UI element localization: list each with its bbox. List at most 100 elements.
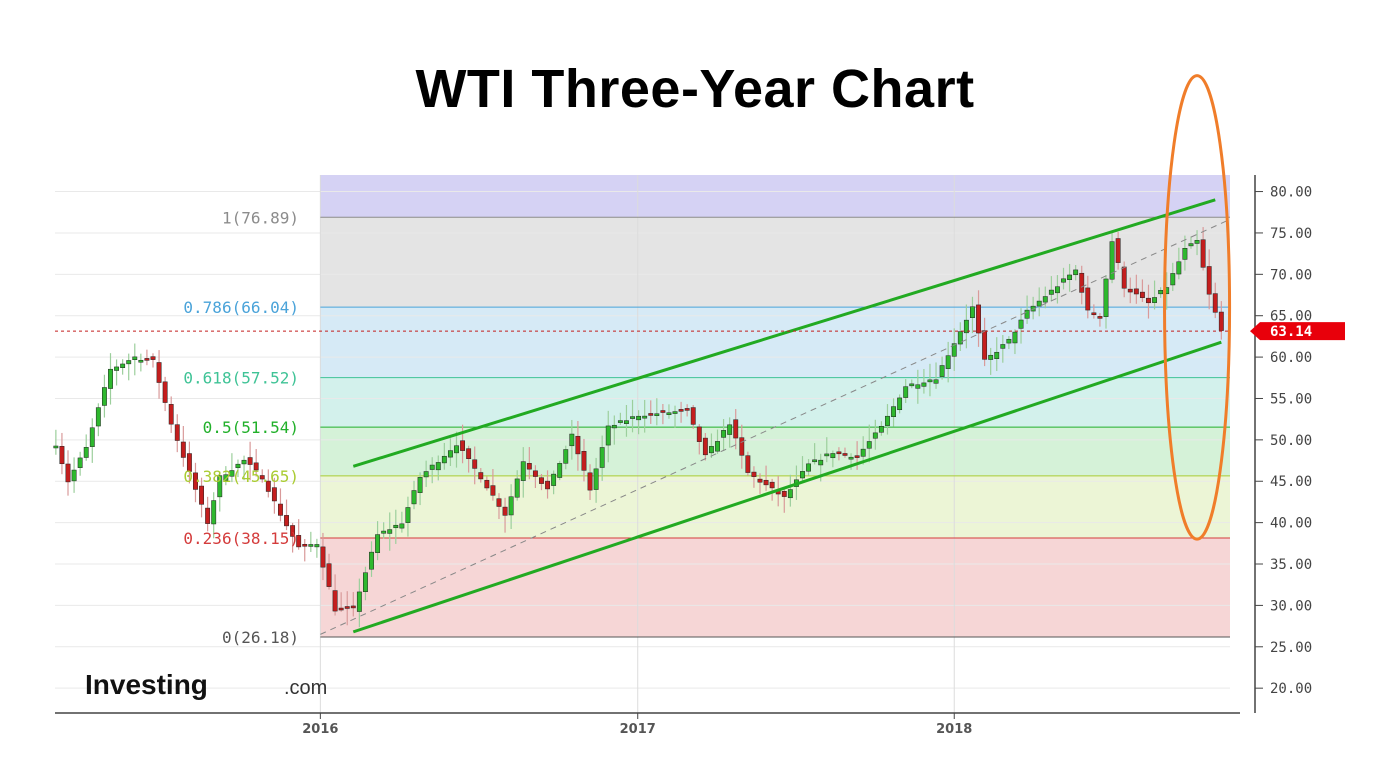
candle-bear bbox=[1218, 311, 1224, 331]
candle-bull bbox=[617, 420, 623, 423]
highlight-ellipse bbox=[1163, 74, 1232, 541]
candle-bull bbox=[654, 413, 660, 416]
candle-bull bbox=[1109, 241, 1115, 280]
candle-bear bbox=[690, 407, 696, 425]
candle-bear bbox=[854, 455, 860, 458]
candle-bear bbox=[1212, 293, 1218, 313]
candle-bull bbox=[599, 447, 605, 468]
candle-bear bbox=[539, 477, 544, 484]
candle-bull bbox=[569, 433, 575, 447]
fib-band bbox=[320, 307, 1230, 378]
candle-bull bbox=[138, 359, 144, 363]
candle-bull bbox=[709, 446, 714, 454]
candle-bear bbox=[302, 544, 308, 547]
candles bbox=[53, 227, 1224, 628]
candle-bull bbox=[727, 424, 733, 435]
candle-bear bbox=[65, 463, 71, 483]
candle-bear bbox=[156, 362, 162, 383]
candle-bull bbox=[818, 459, 824, 466]
candle-bull bbox=[132, 356, 138, 360]
fib-band bbox=[320, 217, 1230, 308]
candle-bear bbox=[581, 451, 587, 471]
candle-bull bbox=[994, 351, 1000, 359]
candle-bear bbox=[186, 453, 192, 472]
candle-bull bbox=[557, 463, 563, 478]
candle-bull bbox=[1182, 248, 1188, 260]
candle-bear bbox=[199, 485, 204, 505]
candle-bull bbox=[126, 360, 132, 365]
y-tick-label: 65.00 bbox=[1270, 309, 1312, 325]
candle-bear bbox=[205, 507, 211, 524]
fib-band bbox=[320, 537, 1230, 638]
candle-bear bbox=[284, 515, 289, 527]
candle-bull bbox=[951, 343, 957, 357]
candle-bull bbox=[1067, 274, 1073, 280]
candle-bear bbox=[332, 590, 338, 612]
candle-bull bbox=[514, 478, 520, 498]
candle-bear bbox=[733, 419, 739, 439]
candle-bear bbox=[1146, 297, 1151, 304]
current-price-label: 63.14 bbox=[1270, 324, 1312, 340]
candle-bull bbox=[356, 591, 362, 612]
candle-bull bbox=[369, 551, 374, 570]
candle-bull bbox=[399, 523, 405, 529]
candle-bull bbox=[1055, 286, 1060, 294]
candle-bear bbox=[174, 424, 180, 441]
candle-bull bbox=[824, 453, 830, 457]
candle-bull bbox=[447, 450, 453, 458]
fib-band bbox=[320, 377, 1230, 428]
candle-bear bbox=[1115, 238, 1121, 263]
axes: 80.00 75.00 70.00 65.00 60.00 55.00 50.00 45.00… bbox=[55, 175, 1312, 737]
candle-bull bbox=[1152, 297, 1157, 303]
candle-bear bbox=[745, 455, 751, 473]
candle-bull bbox=[988, 354, 994, 360]
candle-bull bbox=[551, 473, 557, 486]
candle-bull bbox=[630, 416, 635, 419]
candle-bull bbox=[672, 411, 678, 414]
grid-lines bbox=[55, 175, 1230, 713]
candle-bull bbox=[860, 448, 866, 457]
candle-bear bbox=[253, 462, 259, 471]
candle-bull bbox=[1006, 338, 1012, 344]
candle-bull bbox=[1188, 243, 1194, 247]
candle-bear bbox=[751, 471, 757, 477]
candle-bear bbox=[180, 441, 186, 458]
candle-bull bbox=[909, 383, 915, 387]
candle-bull bbox=[624, 420, 629, 424]
y-tick-label: 75.00 bbox=[1270, 226, 1312, 242]
y-tick-label: 40.00 bbox=[1270, 516, 1312, 532]
investing-logo-text: Investing bbox=[85, 669, 208, 700]
fib-label: 0(26.18) bbox=[222, 628, 299, 647]
candle-bull bbox=[897, 397, 903, 411]
candle-bear bbox=[478, 472, 484, 480]
candle-bull bbox=[1170, 273, 1176, 286]
candle-bull bbox=[830, 453, 836, 459]
candle-bull bbox=[1194, 240, 1200, 244]
candle-bull bbox=[393, 524, 399, 529]
candle-bear bbox=[460, 440, 465, 451]
candle-bull bbox=[375, 534, 381, 553]
candle-bear bbox=[1097, 316, 1103, 319]
candle-bear bbox=[1127, 288, 1133, 293]
candle-bear bbox=[678, 409, 684, 412]
y-tick-label: 20.00 bbox=[1270, 681, 1312, 697]
candle-bull bbox=[970, 306, 975, 318]
candle-bear bbox=[648, 413, 654, 416]
annotations: 63.14 Investing .com bbox=[55, 74, 1345, 700]
candle-bear bbox=[484, 479, 490, 489]
candle-bull bbox=[108, 368, 113, 389]
channel-median-line bbox=[320, 220, 1228, 635]
candle-bear bbox=[59, 446, 65, 465]
candle-bull bbox=[666, 412, 672, 415]
candle-bull bbox=[611, 424, 617, 429]
candle-bear bbox=[1085, 287, 1091, 311]
candle-bear bbox=[660, 410, 666, 413]
fib-label: 1(76.89) bbox=[222, 208, 299, 227]
candle-bull bbox=[423, 471, 429, 478]
candle-bear bbox=[545, 480, 550, 490]
candle-bull bbox=[1158, 290, 1164, 295]
candle-bull bbox=[1042, 296, 1048, 303]
candle-bear bbox=[532, 470, 538, 477]
candle-bear bbox=[278, 503, 283, 516]
candle-bear bbox=[259, 475, 265, 480]
